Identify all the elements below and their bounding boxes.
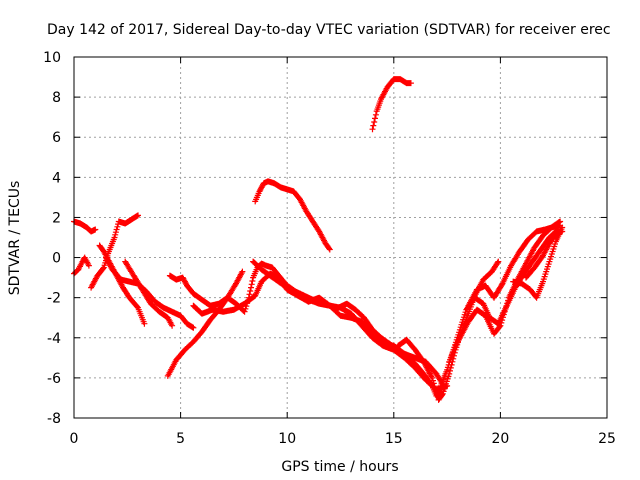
data-point-markers — [103, 254, 197, 331]
series-18 — [523, 228, 566, 281]
chart-title: Day 142 of 2017, Sidereal Day-to-day VTE… — [47, 22, 611, 38]
y-axis-ticks: -8 -6 -4 -2 0 2 4 6 8 10 — [43, 50, 607, 427]
y-tick-label: 0 — [52, 251, 61, 267]
data-point-markers — [71, 218, 99, 235]
data-point-markers — [190, 270, 451, 393]
data-point-markers — [122, 258, 176, 329]
y-tick-label: 6 — [52, 130, 61, 146]
series-12 — [369, 76, 414, 133]
y-tick-label: -4 — [47, 331, 61, 347]
series-13 — [395, 258, 502, 403]
data-point-markers — [369, 76, 414, 133]
y-tick-label: -8 — [47, 411, 61, 427]
series-9 — [190, 270, 451, 393]
x-tick-label: 25 — [598, 431, 616, 447]
series-7 — [164, 268, 246, 379]
series-1 — [71, 218, 99, 235]
y-tick-label: 4 — [52, 170, 61, 186]
y-tick-label: 8 — [52, 90, 61, 106]
data-point-markers — [510, 224, 566, 301]
x-tick-label: 10 — [278, 431, 296, 447]
series-16 — [465, 218, 564, 309]
data-point-markers — [465, 218, 564, 309]
y-tick-label: -2 — [47, 291, 61, 307]
y-axis-label: SDTVAR / TECUs — [7, 181, 23, 296]
y-tick-label: -6 — [47, 371, 61, 387]
plot-frame — [73, 56, 608, 419]
x-axis-ticks: 0 5 10 15 20 25 — [70, 57, 616, 447]
data-point-markers — [523, 228, 566, 281]
x-tick-label: 20 — [491, 431, 509, 447]
data-points — [71, 76, 566, 403]
y-tick-label: 2 — [52, 210, 61, 226]
x-axis-label: GPS time / hours — [281, 459, 398, 475]
series-11 — [252, 178, 333, 253]
series-6 — [122, 258, 176, 329]
y-tick-label: 10 — [43, 50, 61, 66]
data-point-markers — [164, 268, 246, 379]
data-point-markers — [395, 258, 502, 403]
x-tick-label: 15 — [385, 431, 403, 447]
x-tick-label: 5 — [176, 431, 185, 447]
series-5 — [103, 254, 197, 331]
x-tick-label: 0 — [70, 431, 79, 447]
grid — [74, 57, 607, 418]
data-point-markers — [252, 178, 333, 253]
series-17 — [510, 224, 566, 301]
